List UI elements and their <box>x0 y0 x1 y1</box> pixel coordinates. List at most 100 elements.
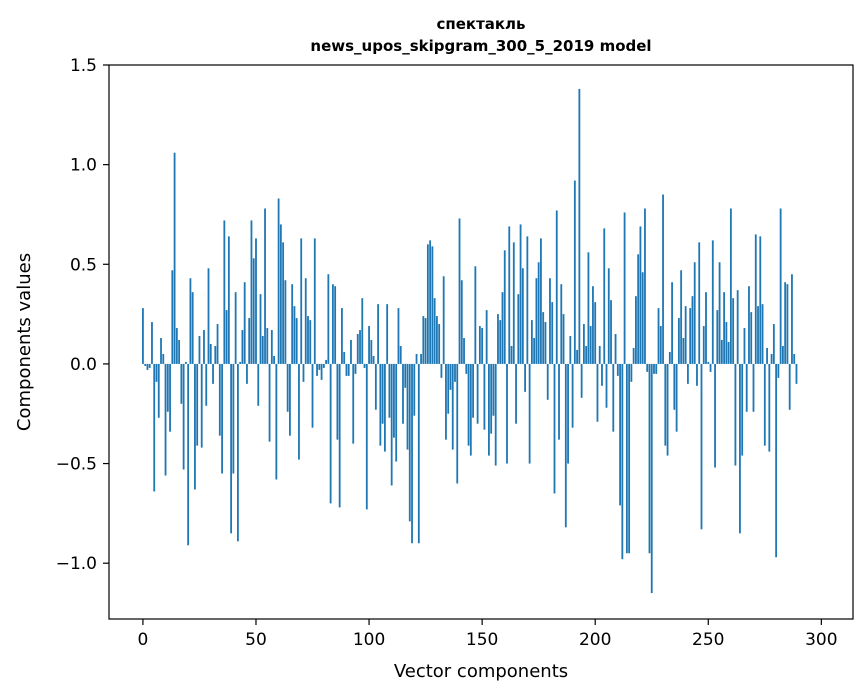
bar <box>610 300 612 364</box>
bar <box>313 238 316 364</box>
bar <box>750 312 753 364</box>
bar <box>205 363 208 406</box>
bar <box>431 246 434 364</box>
y-tick-label: −0.5 <box>56 455 97 475</box>
bar <box>573 180 576 364</box>
bar <box>668 351 671 364</box>
bar <box>221 363 223 474</box>
bar <box>497 314 499 364</box>
bar <box>772 324 775 364</box>
bar <box>576 349 579 364</box>
bar <box>630 363 633 382</box>
bar <box>596 363 599 422</box>
bar <box>460 280 463 364</box>
bar <box>368 326 370 364</box>
x-tick-label: 50 <box>245 630 267 650</box>
bar <box>653 363 655 374</box>
bar <box>564 363 567 528</box>
bar <box>282 242 285 364</box>
bar <box>472 363 474 418</box>
bar <box>729 208 732 364</box>
bar <box>255 238 257 364</box>
bar <box>499 320 502 364</box>
bar <box>162 353 165 364</box>
bar <box>558 363 560 440</box>
bar <box>682 338 685 364</box>
bar <box>467 363 470 446</box>
bar <box>512 242 515 364</box>
bar <box>501 292 504 364</box>
bar <box>388 363 391 418</box>
bar <box>377 304 380 364</box>
bar <box>284 280 287 364</box>
bar <box>666 363 669 456</box>
bar <box>567 363 569 464</box>
bar <box>225 310 228 364</box>
chart-title-line1: спектакль <box>436 15 525 33</box>
bar <box>465 363 468 374</box>
bar <box>304 278 307 364</box>
bar <box>743 328 746 364</box>
bar <box>476 363 479 424</box>
bar <box>528 363 531 464</box>
bar <box>252 258 255 364</box>
x-axis-ticks: 0 50 100 150 200 250 300 <box>138 619 838 650</box>
bar <box>659 326 662 364</box>
bar <box>639 226 642 364</box>
bar <box>720 340 723 364</box>
bar <box>148 363 151 368</box>
bar <box>381 363 384 424</box>
bar <box>436 316 438 364</box>
bar <box>463 338 465 364</box>
bar <box>777 363 780 378</box>
bar <box>266 328 269 364</box>
bar <box>673 363 676 410</box>
bar <box>395 363 398 462</box>
bar <box>766 347 768 364</box>
bar <box>374 363 377 410</box>
x-axis-label: Vector components <box>394 661 568 682</box>
bar <box>781 345 784 364</box>
x-tick-label: 100 <box>353 630 385 650</box>
bar <box>212 363 214 384</box>
bar <box>268 363 271 442</box>
bar <box>365 363 368 510</box>
bar <box>515 363 517 424</box>
bar <box>510 345 513 364</box>
bar <box>214 345 217 364</box>
bar <box>664 363 667 446</box>
bar <box>243 282 246 364</box>
bar <box>250 220 253 364</box>
bar <box>180 363 183 404</box>
bar <box>359 330 361 364</box>
bar <box>788 363 791 410</box>
bar <box>598 345 601 364</box>
bar <box>521 268 524 364</box>
bar <box>298 363 300 460</box>
bar <box>203 330 205 364</box>
bar <box>223 220 226 364</box>
bar <box>625 363 628 554</box>
bar <box>503 250 506 364</box>
bar <box>187 363 190 546</box>
bar <box>146 363 149 370</box>
bar <box>587 252 590 364</box>
bar <box>404 363 407 388</box>
bar <box>689 308 692 364</box>
x-tick-label: 250 <box>692 630 724 650</box>
bar <box>628 363 631 554</box>
bar <box>680 270 683 364</box>
bar <box>637 254 640 364</box>
bar <box>173 152 176 364</box>
bar <box>795 363 798 384</box>
bar <box>779 208 782 364</box>
bar <box>571 363 574 428</box>
bar <box>354 363 357 374</box>
bar <box>241 330 244 364</box>
bar <box>383 363 386 452</box>
bar <box>793 353 796 364</box>
bar <box>542 312 545 364</box>
bar <box>196 363 199 446</box>
bar <box>402 363 404 424</box>
